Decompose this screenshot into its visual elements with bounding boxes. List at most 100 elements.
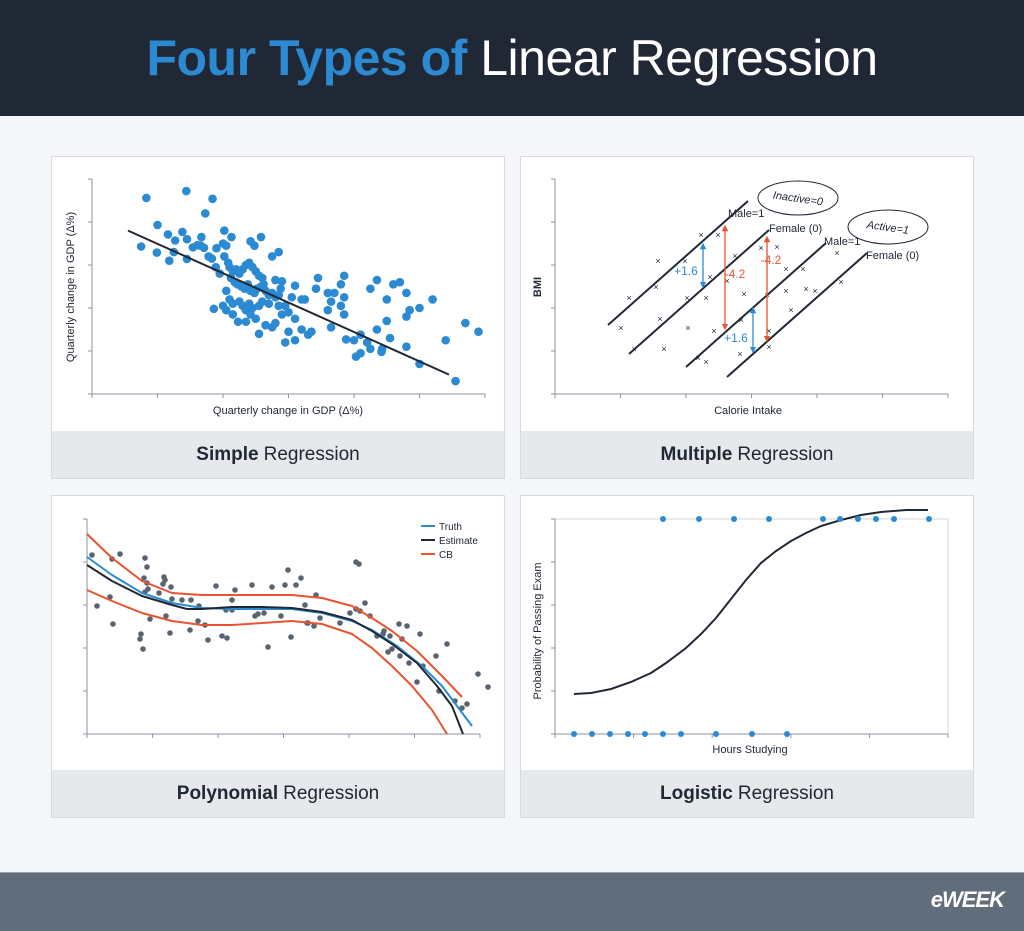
data-point <box>323 305 333 315</box>
axis-label: Hours Studying <box>712 744 787 756</box>
caption-rest: Regression <box>283 782 380 804</box>
data-point <box>307 327 316 336</box>
data-point <box>178 227 187 237</box>
data-point: × <box>657 314 662 324</box>
title-rest: Linear Regression <box>480 30 878 86</box>
data-point <box>212 243 221 253</box>
data-point <box>164 256 174 265</box>
caption-bold: Multiple <box>660 443 733 465</box>
caption-logistic-regression: Logistic Regression <box>521 770 973 817</box>
data-point-pass <box>766 516 772 522</box>
data-point: × <box>715 230 720 240</box>
data-point <box>271 275 280 285</box>
data-point <box>405 305 414 315</box>
data-point <box>293 582 299 588</box>
data-point <box>163 230 173 239</box>
data-point <box>261 610 267 616</box>
data-point <box>330 288 339 298</box>
data-point <box>182 234 192 244</box>
data-point-pass <box>660 516 666 522</box>
data-point <box>221 305 231 315</box>
group-label: Active=1 <box>865 219 910 237</box>
data-point-fail <box>625 731 631 737</box>
data-point <box>387 633 393 639</box>
data-point <box>284 308 293 317</box>
data-point-fail <box>713 731 719 737</box>
legend-label: Estimate <box>439 536 478 547</box>
data-point <box>287 292 297 302</box>
logistic-curve <box>573 509 928 695</box>
data-point <box>274 301 283 311</box>
panel-logistic-regression: Hours Studying Probability of Passing Exa… <box>520 495 974 818</box>
group-ellipse <box>757 180 839 216</box>
data-point <box>362 338 372 347</box>
data-point <box>147 616 153 622</box>
data-point <box>444 641 450 647</box>
data-point: × <box>812 286 817 296</box>
data-point <box>250 241 259 250</box>
caption-rest: Regression <box>263 443 360 465</box>
group-ellipse <box>847 209 929 245</box>
data-point <box>389 646 395 652</box>
data-point <box>372 275 382 285</box>
data-point <box>161 574 167 580</box>
data-point <box>187 627 193 633</box>
coefficient-label: +1.6 <box>674 264 698 278</box>
axis-label: Calorie Intake <box>714 405 782 417</box>
group-line <box>685 242 827 368</box>
data-point <box>404 623 410 629</box>
series-cb-upper <box>86 533 463 698</box>
data-point <box>156 590 162 596</box>
data-point <box>402 288 411 298</box>
data-point <box>276 284 285 293</box>
legend-label: CB <box>439 550 453 561</box>
header-banner: Four Types of Linear Regression <box>0 0 1024 116</box>
data-point <box>89 552 95 558</box>
data-point: × <box>783 264 788 274</box>
data-point <box>142 555 148 561</box>
data-point <box>396 621 402 627</box>
panel-simple-regression: Quarterly change in GDP (Δ%) Quarterly ch… <box>51 156 505 479</box>
data-point <box>461 318 470 328</box>
data-point: × <box>653 282 658 292</box>
data-point <box>339 310 349 319</box>
coefficient-label: -4.2 <box>725 267 746 281</box>
data-point: × <box>703 357 708 367</box>
simple-regression-chart: Quarterly change in GDP (Δ%) Quarterly ch… <box>65 178 486 417</box>
data-point <box>136 242 146 251</box>
data-point: × <box>732 251 737 261</box>
caption-bold: Logistic <box>660 782 733 804</box>
data-point <box>339 292 349 302</box>
data-point <box>337 620 343 626</box>
data-point <box>326 297 336 306</box>
coefficient-label: +1.6 <box>724 331 748 345</box>
data-point: × <box>800 264 805 274</box>
data-point: × <box>661 344 666 354</box>
data-point-pass <box>873 516 879 522</box>
footer-bar: eWEEK <box>0 872 1024 931</box>
data-point <box>107 594 113 600</box>
data-point <box>475 671 481 677</box>
data-point <box>153 220 162 230</box>
data-point <box>110 621 116 627</box>
data-point: × <box>682 256 687 266</box>
data-point <box>213 583 219 589</box>
data-point <box>259 280 268 289</box>
data-point <box>402 312 411 321</box>
data-point <box>351 352 361 361</box>
data-point: × <box>707 272 712 282</box>
data-point <box>311 284 321 293</box>
data-point <box>451 376 460 386</box>
data-point-pass <box>820 516 826 522</box>
data-point <box>209 304 219 314</box>
caption-rest: Regression <box>737 443 834 465</box>
data-point <box>277 277 287 286</box>
data-point <box>474 327 483 336</box>
data-point <box>441 335 451 345</box>
data-point-pass <box>855 516 861 522</box>
data-point <box>197 232 206 242</box>
data-point <box>137 636 143 642</box>
data-point <box>317 615 323 621</box>
data-point <box>208 194 217 204</box>
data-point <box>282 582 288 588</box>
